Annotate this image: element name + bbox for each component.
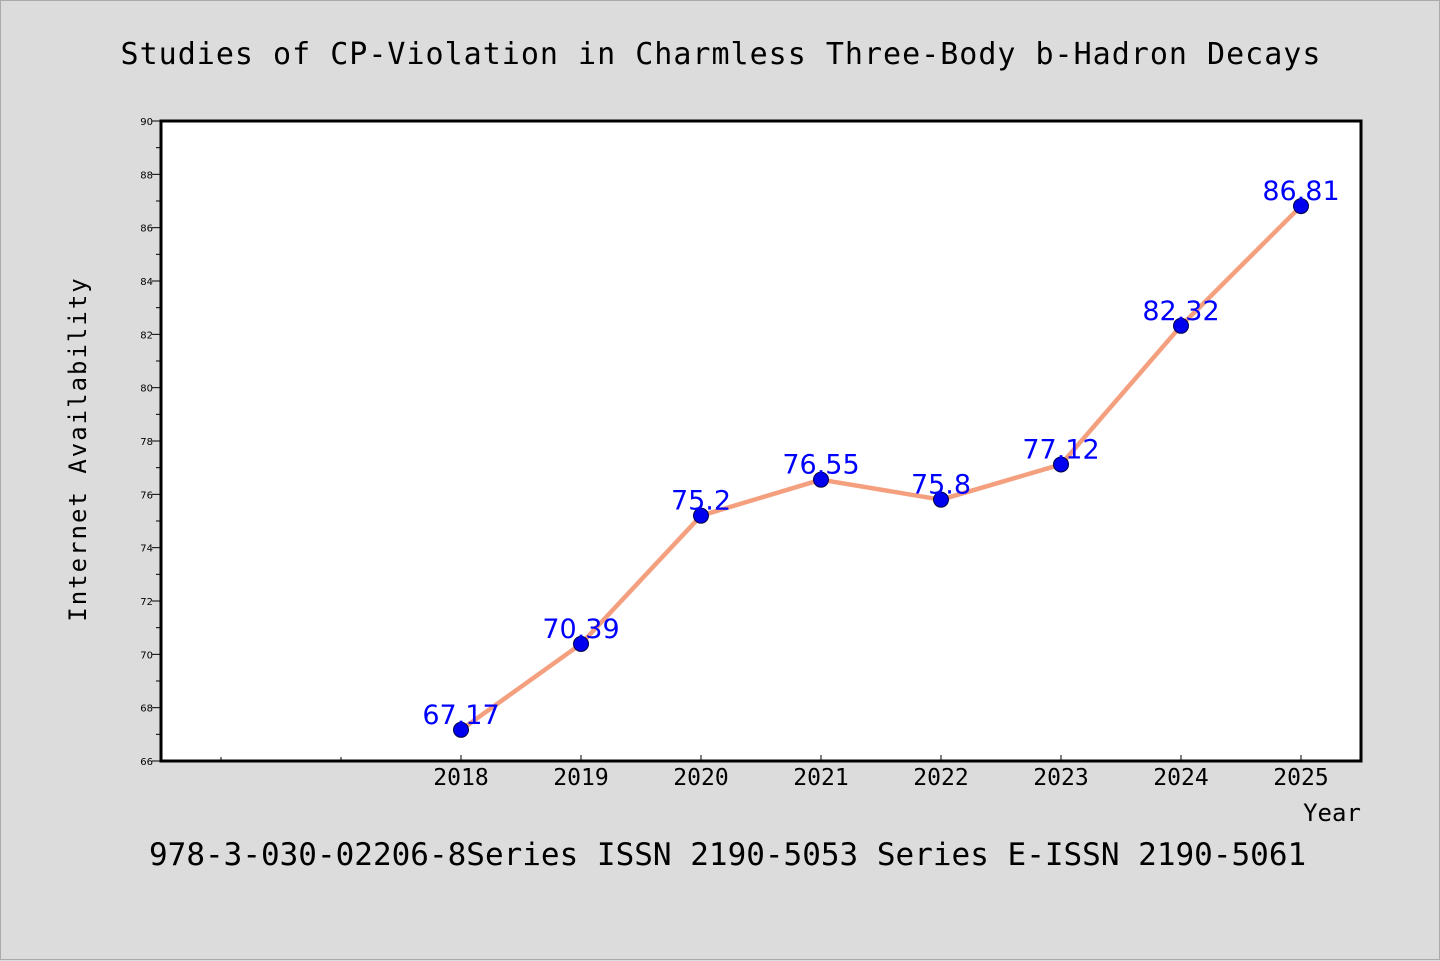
y-tick-label: 84 <box>140 277 153 288</box>
x-axis-label: Year <box>1303 799 1361 827</box>
data-label: 82.32 <box>1142 296 1219 327</box>
data-point <box>1293 198 1309 215</box>
x-tick-label: 2018 <box>433 765 488 791</box>
data-point <box>813 471 829 488</box>
y-tick-label: 74 <box>140 544 153 555</box>
data-label: 75.2 <box>671 486 731 517</box>
data-labels: 67.17 70.39 75.2 76.55 75.8 77.12 82.32 86.81 <box>422 176 1339 731</box>
data-points <box>453 198 1309 738</box>
data-label: 86.81 <box>1262 176 1339 207</box>
series-line <box>458 203 1304 733</box>
y-tick-label: 68 <box>140 704 153 715</box>
y-tick-label: 70 <box>140 650 153 661</box>
x-tick-label: 2022 <box>913 765 968 791</box>
y-tick-label: 80 <box>140 384 153 395</box>
plot-area <box>159 119 1363 763</box>
chart-title: Studies of CP-Violation in Charmless Thr… <box>121 37 1322 72</box>
data-point <box>933 491 949 508</box>
data-label: 77.12 <box>1022 434 1099 465</box>
x-axis: 2018 2019 2020 2021 2022 2023 2024 2025 <box>220 755 1329 791</box>
footer-text: 978-3-030-02206-8Series ISSN 2190-5053 S… <box>149 837 1306 873</box>
x-tick-label: 2023 <box>1033 765 1088 791</box>
y-tick-label: 90 <box>140 117 153 128</box>
y-tick-label: 88 <box>140 170 153 181</box>
data-label: 76.55 <box>782 450 859 481</box>
x-tick-label: 2025 <box>1273 765 1328 791</box>
y-axis-label: Internet Availability <box>64 276 92 621</box>
y-tick-label: 72 <box>140 597 153 608</box>
x-tick-label: 2020 <box>673 765 728 791</box>
data-label: 67.17 <box>422 700 499 731</box>
x-tick-label: 2024 <box>1153 765 1208 791</box>
data-point <box>1053 456 1069 473</box>
data-label: 70.39 <box>542 614 619 645</box>
y-tick-label: 66 <box>140 757 153 768</box>
data-point <box>693 507 709 524</box>
y-axis: 66 68 70 72 74 76 78 80 82 84 86 88 90 <box>140 117 161 768</box>
y-tick-label: 78 <box>140 437 153 448</box>
x-tick-label: 2019 <box>553 765 608 791</box>
x-tick-label: 2021 <box>793 765 848 791</box>
y-tick-label: 76 <box>140 490 153 501</box>
y-tick-label: 86 <box>140 224 153 235</box>
data-point <box>453 721 469 738</box>
data-point <box>1173 317 1189 334</box>
y-tick-label: 82 <box>140 330 153 341</box>
data-label: 75.8 <box>911 470 971 501</box>
data-point <box>573 635 589 652</box>
series-line-group <box>458 203 1304 733</box>
